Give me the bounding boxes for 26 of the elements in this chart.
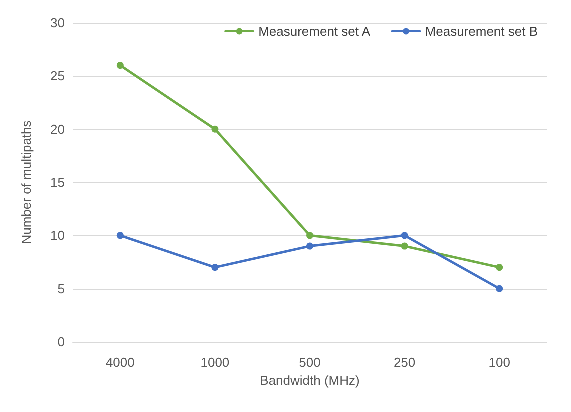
legend-label: Measurement set A [258,24,371,39]
point [306,232,314,240]
point [212,126,219,133]
point [496,264,504,272]
x-tick-label: 500 [299,355,321,370]
point [116,62,124,70]
point [116,232,124,240]
y-tick-label: 5 [58,281,65,296]
x-tick-label: 4000 [106,355,135,370]
y-tick-label: 10 [50,228,65,244]
point [401,232,408,240]
y-tick-label: 15 [50,175,65,190]
x-tick-label: 1000 [200,355,230,370]
x-tick-label: 100 [488,355,510,370]
point [212,264,219,272]
y-tick-label: 30 [50,16,65,30]
y-tick-label: 25 [50,68,65,84]
x-tick-label: 250 [394,355,416,370]
legend-label: Measurement set B [425,24,538,39]
y-tick-label: 20 [50,122,65,137]
y-axis-title: Number of multipaths [19,120,34,244]
point [496,285,504,292]
point [306,242,314,250]
y-tick-label: 0 [58,334,65,350]
x-axis-title: Bandwidth (MHz) [260,373,360,388]
point [401,242,408,250]
